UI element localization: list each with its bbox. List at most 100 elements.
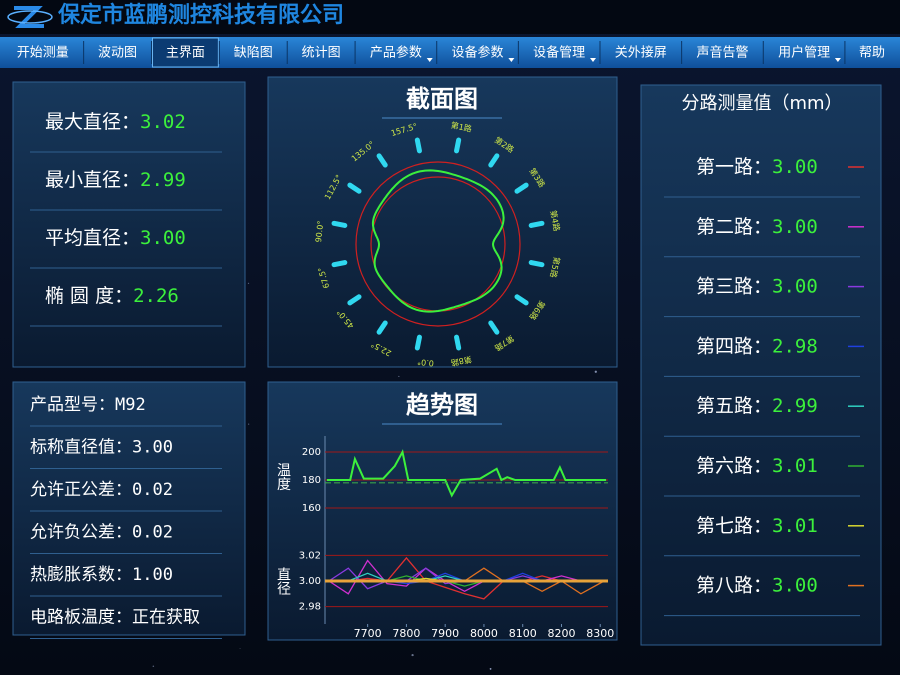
menu-item[interactable]: 波动图 [98, 46, 137, 61]
menu-item-active [152, 37, 219, 68]
stats-panel [12, 81, 246, 368]
logo [7, 6, 53, 28]
star [489, 668, 492, 670]
param-value: 0.02 [132, 480, 173, 500]
sensor-dash [376, 320, 388, 335]
series-line [326, 449, 607, 498]
sensor-dash [414, 334, 422, 351]
trend-panel [267, 381, 618, 641]
param-value: M92 [115, 395, 146, 415]
channel-label: 第4路 [548, 209, 562, 232]
menu-item[interactable]: 关外接屏 [615, 45, 667, 61]
param: 热膨胀系数：1.00 [30, 565, 173, 585]
channel-label: 第1路 [450, 120, 473, 134]
sensor-dash [376, 153, 388, 168]
channel-value: 3.01 [772, 455, 818, 477]
channel-value: 2.98 [772, 335, 818, 357]
sensor-dash [454, 334, 462, 351]
menu-item[interactable]: 产品参数 [370, 45, 422, 61]
menu-item[interactable]: 统计图 [302, 46, 341, 61]
channel: 第二路：3.00 [696, 215, 818, 237]
channel: 第八路：3.00 [696, 574, 818, 596]
section-title: 截面图 [406, 85, 478, 113]
menu-item[interactable]: 用户管理 [778, 45, 830, 61]
x-tick-label: 8100 [509, 627, 537, 640]
menu-bar [0, 37, 900, 68]
series-line [328, 556, 605, 600]
channel: 第五路：2.99 [696, 395, 818, 417]
y-tick-label: 2.98 [299, 602, 321, 613]
y-axis-label: 直径 [275, 566, 291, 595]
channel-label: 第一路： [696, 156, 772, 178]
param: 电路板温度：正在获取 [30, 608, 200, 628]
menu: 开始测量 波动图 主界面 缺陷图 统计图 产品参数 设备参数 设备管理 关外接屏 声音告警 用户管理… [17, 37, 885, 68]
menu-item[interactable]: 帮助 [859, 46, 885, 61]
sensor-dash [528, 260, 545, 268]
channel: 第七路：3.01 [696, 514, 818, 536]
menu-item[interactable]: 声音告警 [696, 45, 748, 61]
channel: 第一路：3.00 [696, 156, 818, 178]
sensor-dash [514, 294, 529, 306]
stat: 平均直径：3.00 [45, 227, 186, 249]
channel: 第三路：3.00 [696, 275, 818, 297]
x-tick-label: 7700 [354, 627, 382, 640]
param-label: 电路板温度： [30, 608, 132, 628]
x-tick-label: 8300 [586, 627, 614, 640]
dropdown-arrow [834, 58, 841, 62]
param: 允许负公差：0.02 [30, 523, 173, 543]
channel-value: 3.00 [772, 275, 818, 297]
menu-item[interactable]: 主界面 [166, 46, 205, 61]
stat-label: 最小直径： [45, 169, 140, 191]
stat-value: 3.00 [140, 227, 186, 249]
star [594, 370, 597, 373]
y-tick-label: 3.00 [299, 576, 321, 587]
sensor-dash [414, 137, 422, 154]
channel-value: 3.01 [772, 514, 818, 536]
y-tick-label: 200 [302, 447, 321, 458]
channel-label: 第8路 [450, 354, 473, 368]
stat-label: 平均直径： [45, 227, 140, 249]
channel-value: 2.99 [772, 395, 818, 417]
channel-label: 第八路： [696, 574, 772, 596]
x-tick-label: 8200 [547, 627, 575, 640]
channels-panel [640, 84, 882, 646]
channel-label: 第六路： [696, 455, 772, 477]
app-title: 保定市蓝鹏测控科技有限公司 [57, 2, 344, 28]
menu-item[interactable]: 设备参数 [452, 45, 504, 61]
trend-title: 趋势图 [406, 391, 478, 419]
channel-label: 第二路： [696, 215, 772, 237]
param: 产品型号：M92 [30, 395, 146, 415]
section-panel [267, 76, 618, 368]
series-line [328, 559, 605, 595]
stat-label: 椭 圆 度： [45, 285, 133, 307]
param: 标称直径值：3.00 [30, 438, 173, 458]
channel-label: 第七路： [696, 514, 772, 536]
param: 允许正公差：0.02 [30, 480, 173, 500]
channel-value: 3.00 [772, 215, 818, 237]
sensor-dash [454, 137, 462, 154]
x-tick-label: 7800 [392, 627, 420, 640]
param-label: 标称直径值： [30, 438, 132, 458]
param-value: 0.02 [132, 523, 173, 543]
stat: 最大直径：3.02 [45, 111, 186, 133]
menu-item[interactable]: 缺陷图 [234, 46, 273, 61]
param-value: 正在获取 [132, 608, 200, 628]
sensor-dash [528, 220, 545, 228]
y-tick-label: 3.02 [299, 550, 321, 561]
stat-value: 2.26 [133, 285, 179, 307]
sensor-dash [514, 182, 529, 194]
angle-label: 0.0° [417, 357, 435, 368]
dropdown-arrow [508, 58, 515, 62]
param-label: 产品型号： [30, 395, 115, 415]
channel-label: 第五路： [696, 395, 772, 417]
menu-item[interactable]: 开始测量 [17, 46, 69, 61]
y-axis-label: 温度 [275, 463, 291, 491]
param-label: 允许负公差： [30, 523, 132, 543]
x-tick-label: 8000 [470, 627, 498, 640]
channel-label: 第三路： [696, 275, 772, 297]
param-value: 1.00 [132, 565, 173, 585]
menu-item[interactable]: 设备管理 [533, 45, 585, 61]
